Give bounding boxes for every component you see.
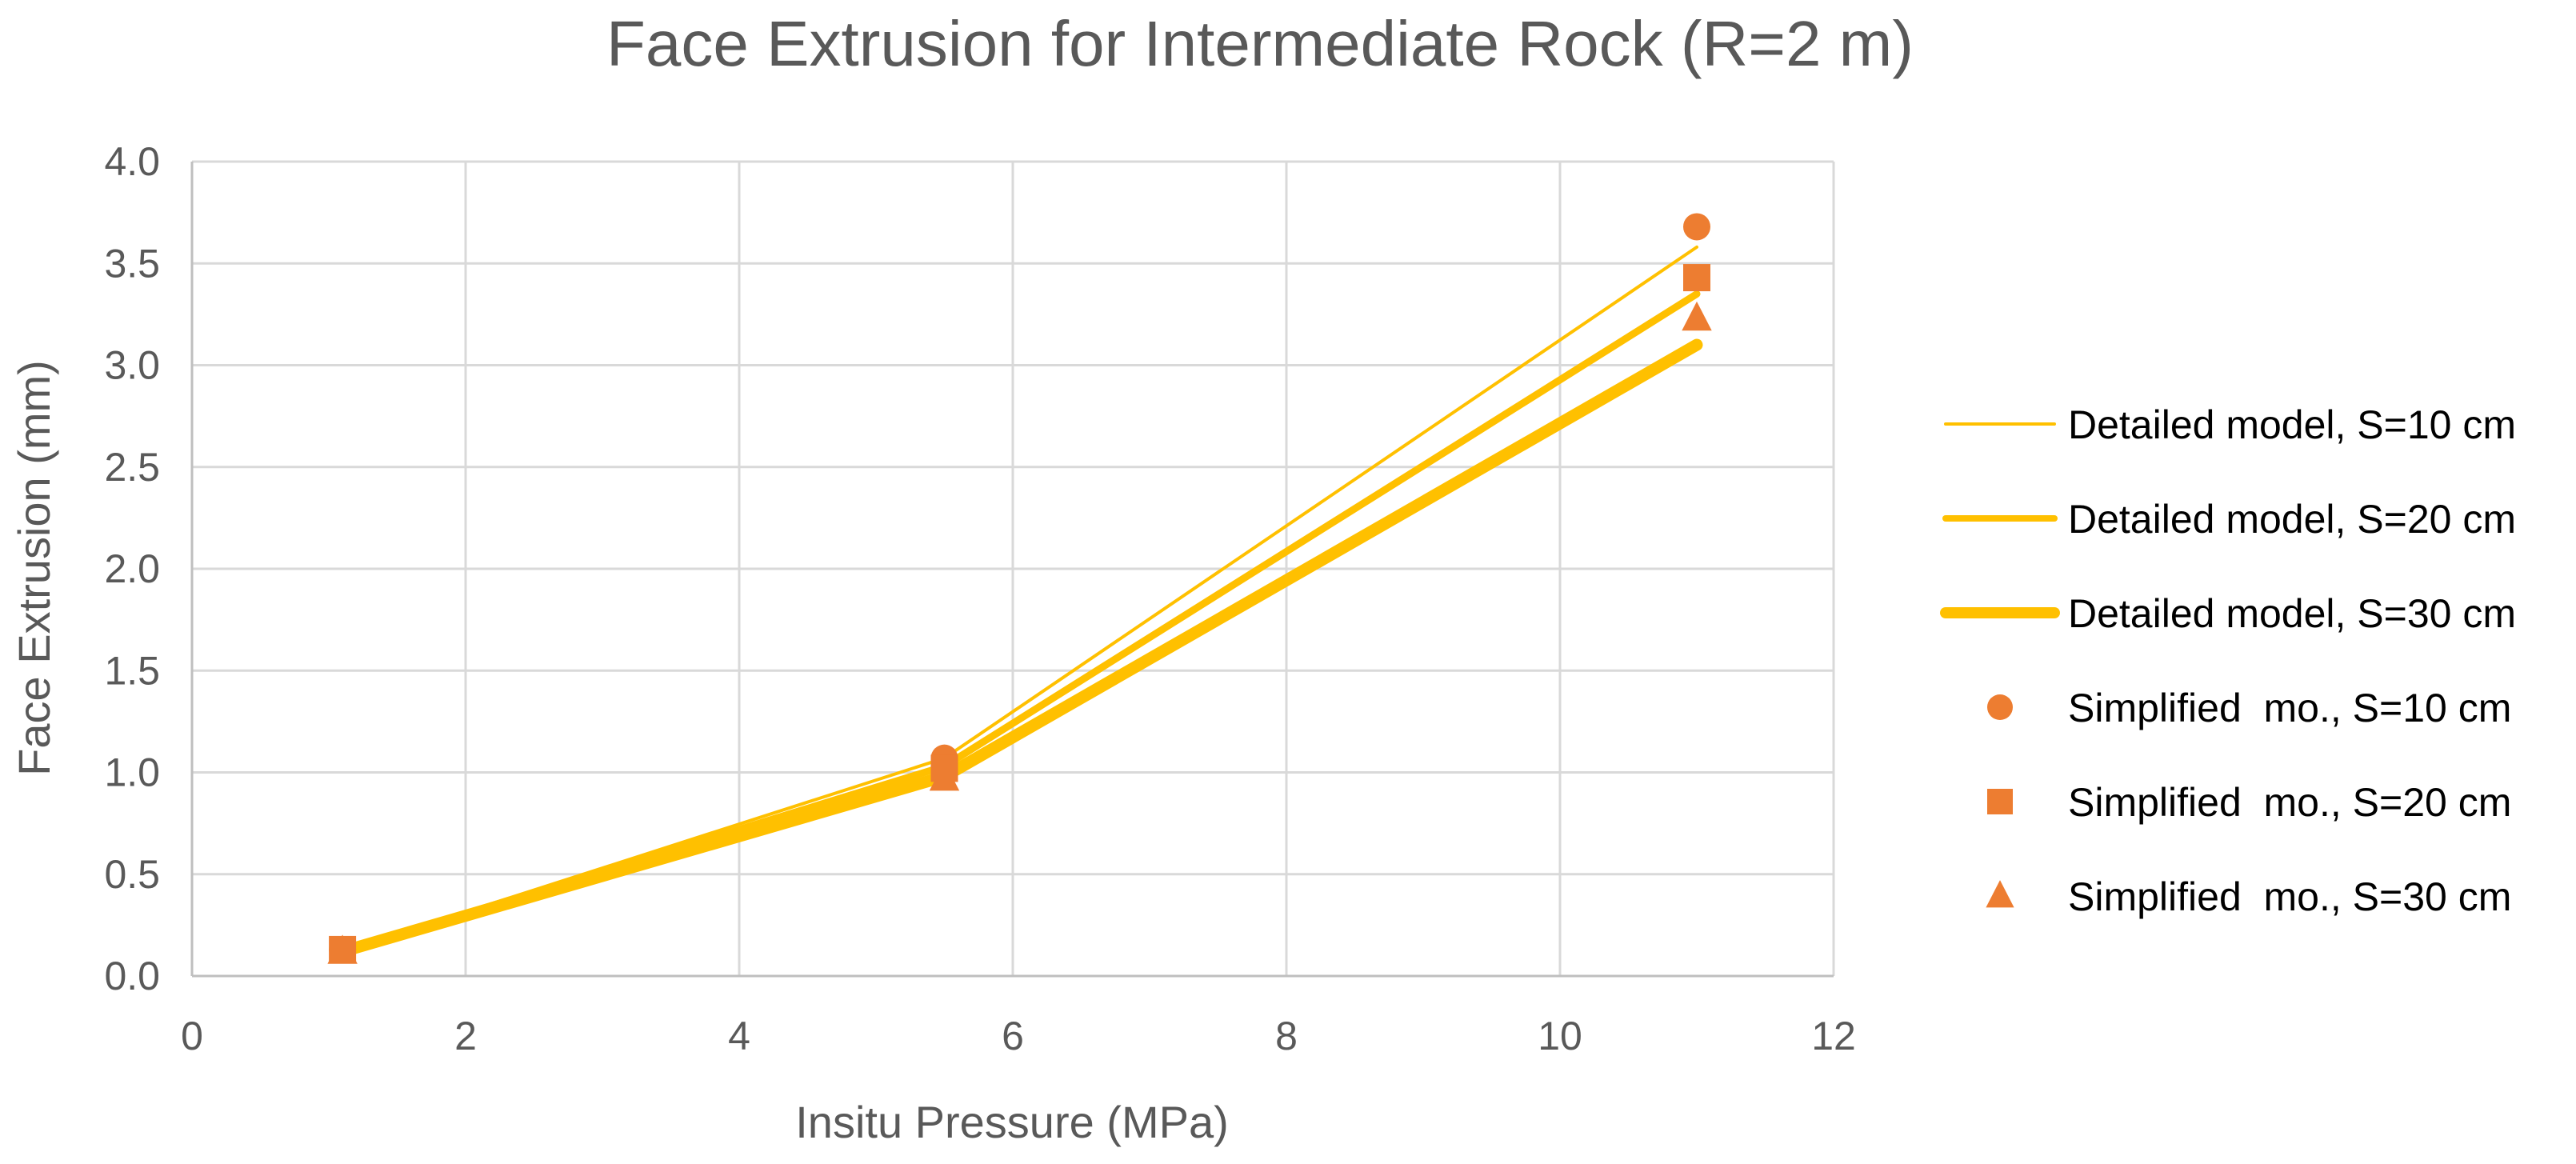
data-point-square-3 (1683, 264, 1710, 292)
legend-swatch-triangle (1986, 880, 2014, 908)
x-tick-label: 4 (728, 1014, 750, 1058)
x-tick-label: 0 (181, 1014, 203, 1058)
x-tick-label: 10 (1538, 1014, 1582, 1058)
y-tick-label: 2.5 (104, 445, 160, 490)
y-tick-label: 1.5 (104, 648, 160, 693)
x-tick-label: 2 (454, 1014, 477, 1058)
x-axis-label: Insitu Pressure (MPa) (795, 1097, 1229, 1147)
data-point-triangle-1 (327, 934, 358, 964)
legend: Detailed model, S=10 cm Detailed model, S… (1940, 402, 2516, 919)
legend-swatch-square (1987, 789, 2013, 814)
legend-swatch-circle (1987, 694, 2013, 720)
y-axis-label: Face Extrusion (mm) (9, 360, 59, 776)
legend-label: Simplified mo., S=10 cm (2068, 686, 2511, 730)
y-tick-label: 0.5 (104, 852, 160, 897)
chart-title: Face Extrusion for Intermediate Rock (R=… (606, 8, 1914, 79)
y-tick-label: 3.0 (104, 343, 160, 388)
data-point-triangle-3 (1682, 301, 1712, 331)
legend-label: Simplified mo., S=20 cm (2068, 780, 2511, 825)
axes (190, 162, 1834, 978)
legend-label: Detailed model, S=10 cm (2068, 402, 2516, 447)
legend-label: Simplified mo., S=30 cm (2068, 874, 2511, 919)
series (327, 213, 1712, 964)
legend-label: Detailed model, S=30 cm (2068, 591, 2516, 636)
y-tick-label: 2.0 (104, 546, 160, 591)
y-tick-labels: 0.0 0.5 1.0 1.5 2.0 2.5 3.0 3.5 4.0 (104, 139, 160, 998)
x-tick-label: 12 (1811, 1014, 1856, 1058)
legend-label: Detailed model, S=20 cm (2068, 497, 2516, 542)
y-tick-label: 3.5 (104, 241, 160, 286)
y-tick-label: 0.0 (104, 954, 160, 998)
y-tick-label: 4.0 (104, 139, 160, 184)
x-tick-label: 8 (1275, 1014, 1298, 1058)
y-tick-label: 1.0 (104, 750, 160, 795)
data-point-circle-3 (1683, 213, 1710, 241)
x-tick-labels: 0 2 4 6 8 10 12 (181, 1014, 1856, 1058)
x-tick-label: 6 (1002, 1014, 1024, 1058)
data-point-triangle-2 (929, 762, 960, 791)
